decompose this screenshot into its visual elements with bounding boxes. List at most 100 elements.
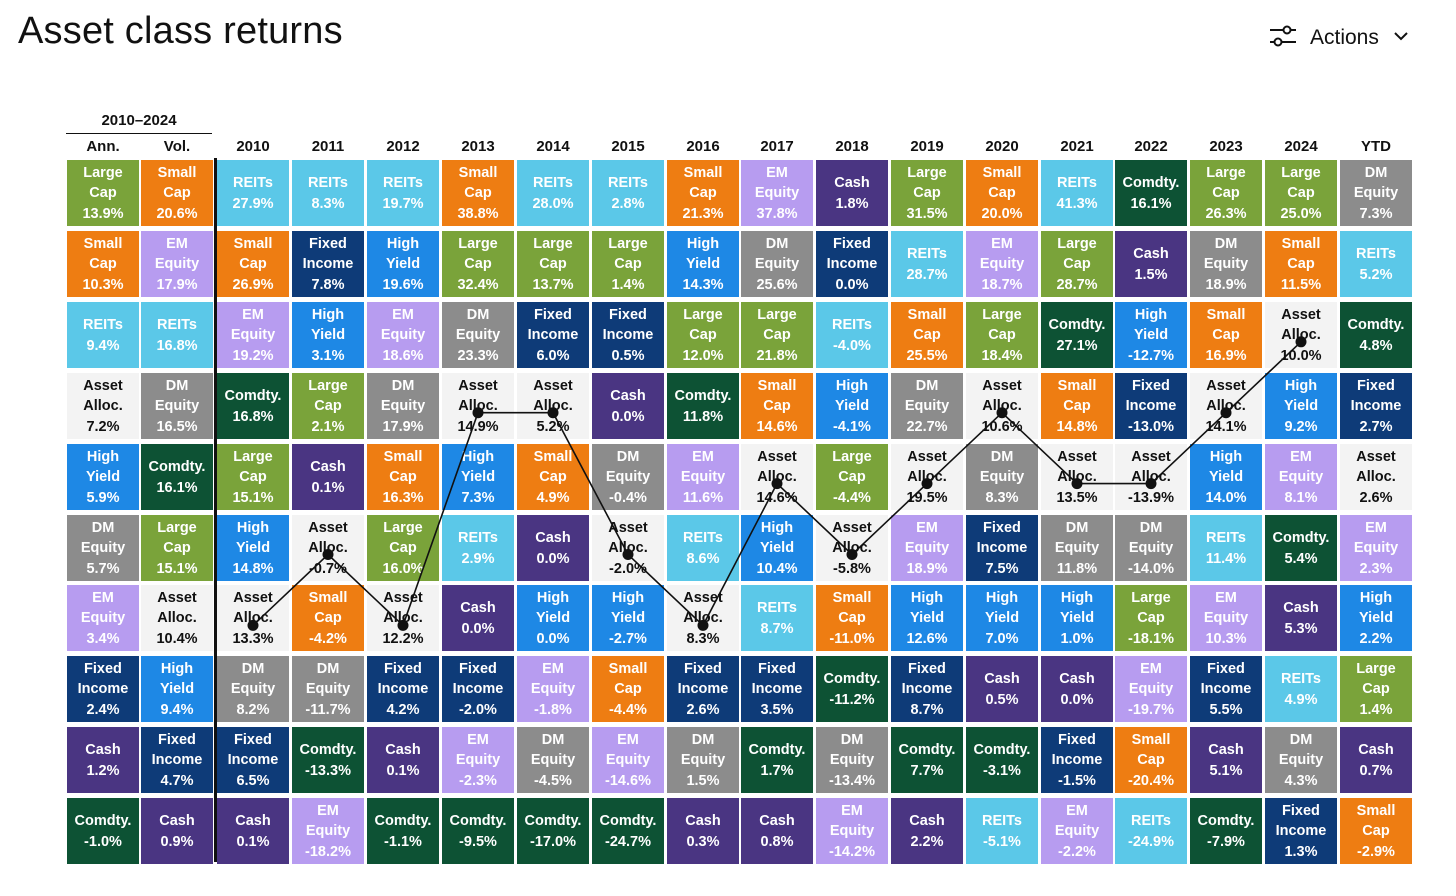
return-cell: Asset Alloc. 14.9% (442, 372, 514, 439)
asset-class-label: REITs (1280, 671, 1322, 688)
return-value: 7.2% (86, 418, 120, 435)
return-cell: Asset Alloc. 7.2% (67, 372, 139, 439)
return-value: -13.3% (305, 763, 351, 780)
return-value: 16.1% (1130, 196, 1172, 212)
return-value: 11.4% (1205, 550, 1247, 567)
asset-class-label: Fixed Income (452, 661, 504, 698)
return-value: 16.8% (156, 337, 198, 354)
return-value: 21.8% (756, 347, 798, 364)
return-cell: Fixed Income 0.5% (592, 301, 664, 368)
return-cell: Small Cap 14.6% (741, 372, 813, 439)
asset-class-label: High Yield (1208, 448, 1244, 485)
return-cell: Cash 0.0% (442, 585, 514, 652)
return-value: 0.1% (386, 763, 420, 780)
asset-class-label: DM Equity (829, 732, 875, 769)
asset-class-label: Large Cap (1057, 235, 1097, 272)
return-cell: Cash 2.2% (891, 798, 963, 865)
return-cell: Cash 0.9% (141, 798, 213, 865)
return-value: 8.3% (985, 489, 1019, 506)
asset-class-label: Small Cap (1057, 377, 1097, 414)
asset-class-label: Cash (1133, 245, 1169, 262)
return-value: 7.7% (910, 763, 944, 780)
return-value: 26.9% (232, 276, 274, 293)
return-value: 5.7% (86, 560, 120, 577)
return-cell: DM Equity 17.9% (367, 372, 439, 439)
chevron-down-icon (1393, 29, 1409, 47)
asset-class-label: DM Equity (605, 448, 651, 485)
return-cell: Asset Alloc. 2.6% (1340, 443, 1412, 510)
return-cell: EM Equity 19.2% (217, 301, 289, 368)
asset-class-label: EM Equity (1278, 448, 1324, 485)
return-value: 4.8% (1359, 337, 1393, 354)
return-cell: Fixed Income 7.8% (292, 230, 364, 297)
return-value: 15.1% (156, 560, 198, 577)
return-cell: DM Equity 11.8% (1041, 514, 1113, 581)
return-cell: DM Equity 23.3% (442, 301, 514, 368)
asset-class-label: Fixed Income (826, 235, 878, 272)
return-value: 8.6% (686, 550, 720, 567)
return-cell: Small Cap 16.9% (1190, 301, 1262, 368)
return-value: 0.0% (611, 408, 645, 425)
return-cell: Small Cap -11.0% (816, 585, 888, 652)
asset-class-label: DM Equity (754, 235, 800, 272)
return-value: 0.0% (461, 621, 495, 638)
asset-class-label: EM Equity (829, 803, 875, 840)
return-value: 3.4% (86, 631, 120, 648)
asset-class-label: REITs (831, 316, 873, 333)
return-cell: High Yield 9.2% (1265, 372, 1337, 439)
return-cell: REITs 28.0% (517, 160, 589, 226)
return-value: 18.6% (382, 347, 424, 364)
column-header-2015: 2015 (611, 138, 645, 155)
column-header-vol: Vol. (163, 138, 191, 155)
return-cell: Comdty. -11.2% (816, 656, 888, 723)
return-cell: Cash 0.8% (741, 798, 813, 865)
asset-class-label: Comdty. (374, 813, 432, 830)
return-cell: Cash 1.5% (1115, 230, 1187, 297)
return-cell: Small Cap 20.0% (966, 160, 1038, 226)
asset-class-label: Cash (235, 813, 271, 830)
return-value: -2.0% (459, 702, 497, 719)
asset-class-label: Asset Alloc. (1131, 448, 1171, 485)
asset-class-label: Asset Alloc. (1057, 448, 1097, 485)
return-value: -11.7% (305, 702, 351, 719)
asset-class-label: High Yield (235, 519, 271, 556)
return-value: -24.9% (1128, 834, 1174, 851)
asset-class-label: Cash (1358, 742, 1394, 759)
return-cell: Comdty. -3.1% (966, 727, 1038, 794)
actions-button[interactable]: Actions (1268, 22, 1438, 54)
return-value: 16.3% (382, 489, 424, 506)
column-header-2017: 2017 (760, 138, 794, 155)
return-value: -14.0% (1128, 560, 1174, 577)
return-value: 2.6% (1359, 489, 1393, 506)
asset-class-label: Asset Alloc. (832, 519, 872, 556)
return-cell: Small Cap 4.9% (517, 443, 589, 510)
return-value: 10.0% (1280, 347, 1322, 364)
return-value: 17.9% (382, 418, 424, 435)
asset-class-label: High Yield (385, 235, 421, 272)
return-value: 41.3% (1056, 196, 1098, 212)
return-cell: REITs 9.4% (67, 301, 139, 368)
return-cell: Asset Alloc. 5.2% (517, 372, 589, 439)
column-header-2023: 2023 (1209, 138, 1243, 155)
return-cell: EM Equity 18.7% (966, 230, 1038, 297)
asset-class-label: REITs (307, 175, 349, 191)
return-value: 9.2% (1284, 418, 1318, 435)
asset-class-label: Small Cap (83, 235, 123, 272)
asset-class-label: Fixed Income (677, 661, 729, 698)
asset-class-label: Cash (909, 813, 945, 830)
return-cell: Small Cap 26.9% (217, 230, 289, 297)
return-cell: EM Equity -14.6% (592, 727, 664, 794)
asset-class-label: EM Equity (1128, 661, 1174, 698)
return-cell: Fixed Income 0.0% (816, 230, 888, 297)
return-cell: Large Cap 32.4% (442, 230, 514, 297)
return-cell: Large Cap 21.8% (741, 301, 813, 368)
return-cell: Small Cap -4.2% (292, 585, 364, 652)
asset-class-label: EM Equity (455, 732, 501, 769)
return-value: 2.1% (311, 418, 345, 435)
return-value: 14.6% (756, 489, 798, 506)
return-value: 20.0% (981, 206, 1023, 222)
asset-class-label: Asset Alloc. (1206, 377, 1246, 414)
column-header-2013: 2013 (461, 138, 495, 155)
return-cell: Fixed Income 4.2% (367, 656, 439, 723)
return-cell: Small Cap -4.4% (592, 656, 664, 723)
